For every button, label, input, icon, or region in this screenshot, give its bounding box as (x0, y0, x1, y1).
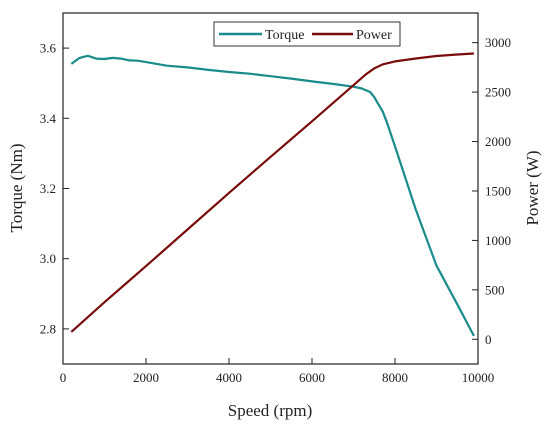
y2-tick-label: 500 (485, 282, 505, 297)
y-axis-right-title: Power (W) (523, 150, 542, 225)
x-tick-label: 4000 (216, 370, 242, 385)
x-axis-title: Speed (rpm) (228, 401, 313, 420)
x-tick-label: 2000 (133, 370, 159, 385)
series-line-torque (70, 54, 475, 337)
y-axis-left: 2.8 3.0 3.2 3.4 3.6 (40, 41, 69, 336)
x-tick-label: 6000 (299, 370, 325, 385)
y-tick-label: 3.4 (40, 111, 57, 126)
y-axis-right: 0 500 1000 1500 2000 2500 3000 (472, 35, 511, 347)
y-tick-label: 2.8 (40, 321, 56, 336)
x-axis: 0 2000 4000 6000 8000 10000 (60, 358, 495, 385)
y2-tick-label: 1500 (485, 183, 511, 198)
series-line-power (70, 52, 474, 333)
y-axis-left-title: Torque (Nm) (7, 144, 26, 233)
plot-frame (62, 12, 479, 365)
x-tick-label: 10000 (462, 370, 495, 385)
x-tick-label: 8000 (382, 370, 408, 385)
series-layer (70, 52, 475, 337)
y-tick-label: 3.0 (40, 251, 56, 266)
y-tick-label: 3.2 (40, 181, 56, 196)
x-tick-label: 0 (60, 370, 67, 385)
y2-tick-label: 2500 (485, 85, 511, 100)
plot-area: 0 2000 4000 6000 8000 10000 2.83.03.23.43.6 0… (40, 12, 511, 385)
y2-tick-label: 0 (485, 332, 492, 347)
y-tick-label: 3.6 (40, 41, 57, 56)
y2-tick-label: 3000 (485, 35, 511, 50)
legend: Torque Power (213, 21, 401, 47)
legend-power-label: Power (356, 28, 392, 43)
legend-torque-label: Torque (265, 28, 304, 43)
y2-tick-label: 1000 (485, 233, 511, 248)
y2-tick-label: 2000 (485, 134, 511, 149)
